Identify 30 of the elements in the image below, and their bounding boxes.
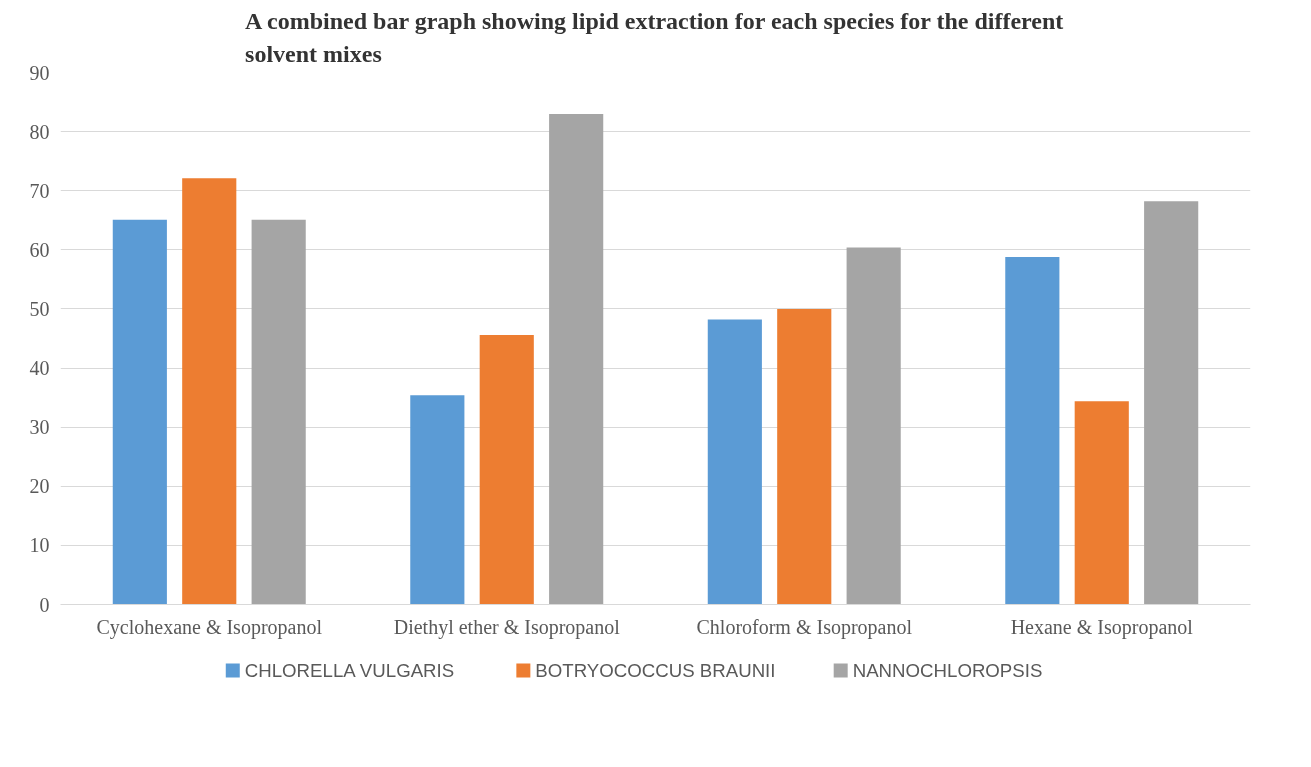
legend-label: CHLORELLA VULGARIS (244, 660, 455, 681)
bar (479, 334, 534, 605)
x-tick-label: Hexane & Isopropanol (1010, 615, 1194, 639)
y-tick-label: 10 (29, 534, 50, 557)
y-tick-label: 60 (29, 238, 50, 261)
x-tick-label: Diethyl ether & Isopropanol (393, 615, 621, 639)
bar (182, 178, 237, 605)
chart-title: A combined bar graph showing lipid extraction for each species for the different solvent mixes (245, 7, 1064, 68)
y-tick-label: 90 (29, 61, 50, 84)
x-tick-label: Chloroform & Isopropanol (696, 615, 913, 639)
y-tick-label: 30 (29, 416, 50, 439)
bar (1074, 401, 1129, 605)
legend-label: NANNOCHLOROPSIS (852, 660, 1043, 681)
bar (846, 247, 901, 605)
bar (777, 308, 832, 605)
bar (410, 395, 465, 605)
y-tick-label: 50 (29, 297, 50, 320)
y-tick-label: 20 (29, 475, 50, 498)
y-tick-label: 80 (29, 120, 50, 143)
y-tick-label: 70 (29, 179, 50, 202)
y-tick-label: 40 (29, 357, 50, 380)
bar (1005, 256, 1060, 605)
x-tick-label: Cyclohexane & Isopropanol (96, 615, 323, 639)
bar (707, 319, 762, 605)
bar (549, 113, 604, 605)
bar (251, 219, 306, 605)
y-tick-label: 0 (39, 593, 50, 616)
bar (1144, 201, 1199, 605)
legend-label: BOTRYOCOCCUS BRAUNII (535, 660, 776, 681)
bar (112, 219, 167, 605)
